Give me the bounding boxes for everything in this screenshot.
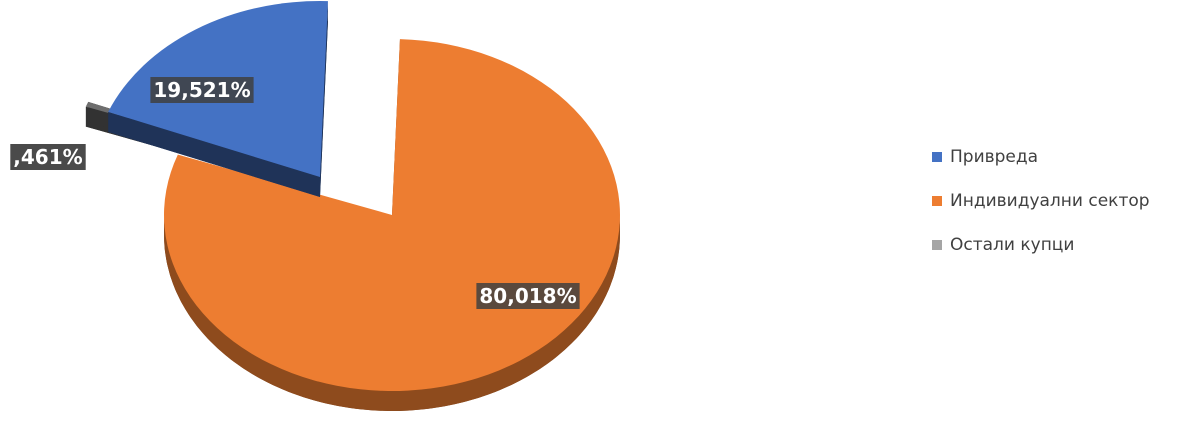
legend-item-privreda: Привреда xyxy=(932,145,1182,169)
legend-label-individualni-sektor: Индивидуални сектор xyxy=(950,191,1150,211)
svg-text:19,521%: 19,521% xyxy=(153,78,250,102)
legend-label-privreda: Привреда xyxy=(950,147,1039,167)
legend-label-ostali-kupci: Остали купци xyxy=(950,235,1075,255)
svg-text:,461%: ,461% xyxy=(13,145,82,169)
svg-text:80,018%: 80,018% xyxy=(479,284,576,308)
data-label-privreda: 19,521% xyxy=(150,77,254,103)
chart-legend: Привреда Индивидуални сектор Остали купц… xyxy=(932,145,1182,277)
legend-item-ostali-kupci: Остали купци xyxy=(932,233,1182,257)
legend-item-individualni-sektor: Индивидуални сектор xyxy=(932,189,1182,213)
legend-swatch-privreda xyxy=(932,152,942,162)
slice-privreda-wall xyxy=(320,1,328,198)
data-label-ostali-kupci: ,461% xyxy=(10,144,86,170)
legend-swatch-ostali-kupci xyxy=(932,240,942,250)
slice-privreda-wall xyxy=(108,111,320,197)
legend-swatch-individualni-sektor xyxy=(932,196,942,206)
data-label-individualni-sektor: 80,018% xyxy=(476,283,580,309)
